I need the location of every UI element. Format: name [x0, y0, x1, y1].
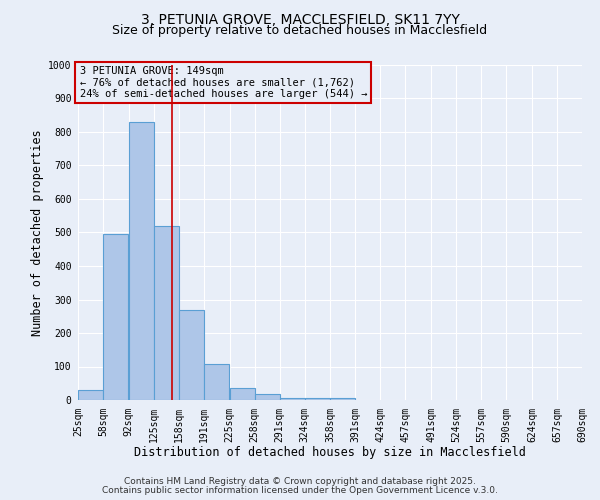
Text: Contains public sector information licensed under the Open Government Licence v.: Contains public sector information licen…	[102, 486, 498, 495]
Bar	[129, 122, 154, 400]
Bar	[305, 398, 329, 400]
Text: 3, PETUNIA GROVE, MACCLESFIELD, SK11 7YY: 3, PETUNIA GROVE, MACCLESFIELD, SK11 7YY	[140, 12, 460, 26]
Bar	[331, 398, 355, 400]
Text: Size of property relative to detached houses in Macclesfield: Size of property relative to detached ho…	[112, 24, 488, 37]
Y-axis label: Number of detached properties: Number of detached properties	[31, 129, 44, 336]
Bar	[204, 364, 229, 400]
Text: 3 PETUNIA GROVE: 149sqm
← 76% of detached houses are smaller (1,762)
24% of semi: 3 PETUNIA GROVE: 149sqm ← 76% of detache…	[80, 66, 367, 99]
Bar	[179, 310, 204, 400]
Bar	[254, 394, 280, 400]
Bar	[103, 234, 128, 400]
Bar	[230, 388, 254, 400]
Bar	[280, 398, 305, 400]
Text: Contains HM Land Registry data © Crown copyright and database right 2025.: Contains HM Land Registry data © Crown c…	[124, 477, 476, 486]
Bar	[154, 226, 179, 400]
Bar	[78, 390, 103, 400]
X-axis label: Distribution of detached houses by size in Macclesfield: Distribution of detached houses by size …	[134, 446, 526, 458]
